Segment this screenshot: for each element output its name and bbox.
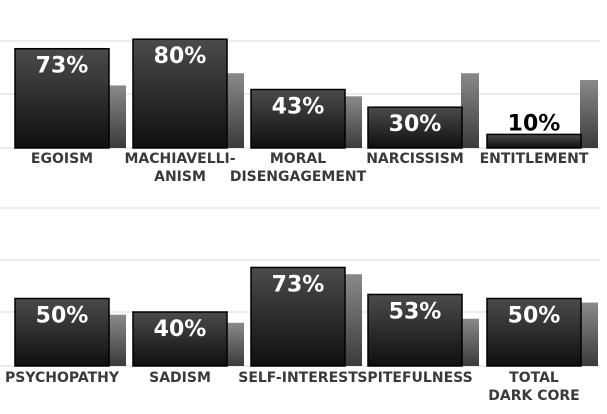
value-label: 53% [389, 299, 442, 324]
category-label: SADISM [149, 370, 211, 386]
value-label: 50% [508, 304, 561, 329]
bar-value-1-5 [486, 133, 582, 149]
bar-value-2-4 [367, 293, 463, 367]
bar-comparison-2-4 [461, 318, 479, 366]
bar-value-2-1 [14, 297, 110, 367]
bar-comparison-2-2 [226, 322, 244, 366]
bar-comparison-1-5 [580, 80, 598, 148]
bar-value-2-2 [132, 311, 228, 367]
value-label: 80% [154, 44, 207, 69]
bar-value-1-1 [14, 47, 110, 149]
value-label: 43% [272, 95, 325, 120]
bar-comparison-2-3 [344, 274, 362, 366]
category-label: TOTAL DARK CORE [488, 370, 579, 404]
bar-comparison-1-4 [461, 73, 479, 148]
value-label: 40% [154, 317, 207, 342]
bar-value-1-3 [250, 88, 346, 149]
bar-value-2-5 [486, 297, 582, 367]
category-label: MORAL DISENGAGEMENT [230, 151, 367, 185]
bar-comparison-2-1 [108, 314, 126, 366]
value-label: 50% [36, 304, 89, 329]
bar-comparison-2-5 [580, 302, 598, 366]
value-label: 73% [272, 272, 325, 297]
value-label: 10% [508, 111, 561, 136]
value-label: 30% [389, 112, 442, 137]
bar-comparison-1-2 [226, 73, 244, 148]
category-label: ENTITLEMENT [480, 151, 589, 167]
category-label: SPITEFULNESS [357, 370, 472, 386]
value-label: 73% [36, 54, 89, 79]
category-label: NARCISSISM [366, 151, 464, 167]
category-label: MACHIAVELLI-ANISM [124, 151, 235, 185]
category-label: EGOISM [31, 151, 93, 167]
bar-value-2-3 [250, 266, 346, 367]
bar-comparison-1-1 [108, 85, 126, 148]
category-label: PSYCHOPATHY [5, 370, 120, 386]
bar-comparison-1-3 [344, 96, 362, 148]
bar-value-1-2 [132, 38, 228, 149]
category-label: SELF-INTEREST [238, 370, 358, 386]
bar-value-1-4 [367, 106, 463, 149]
